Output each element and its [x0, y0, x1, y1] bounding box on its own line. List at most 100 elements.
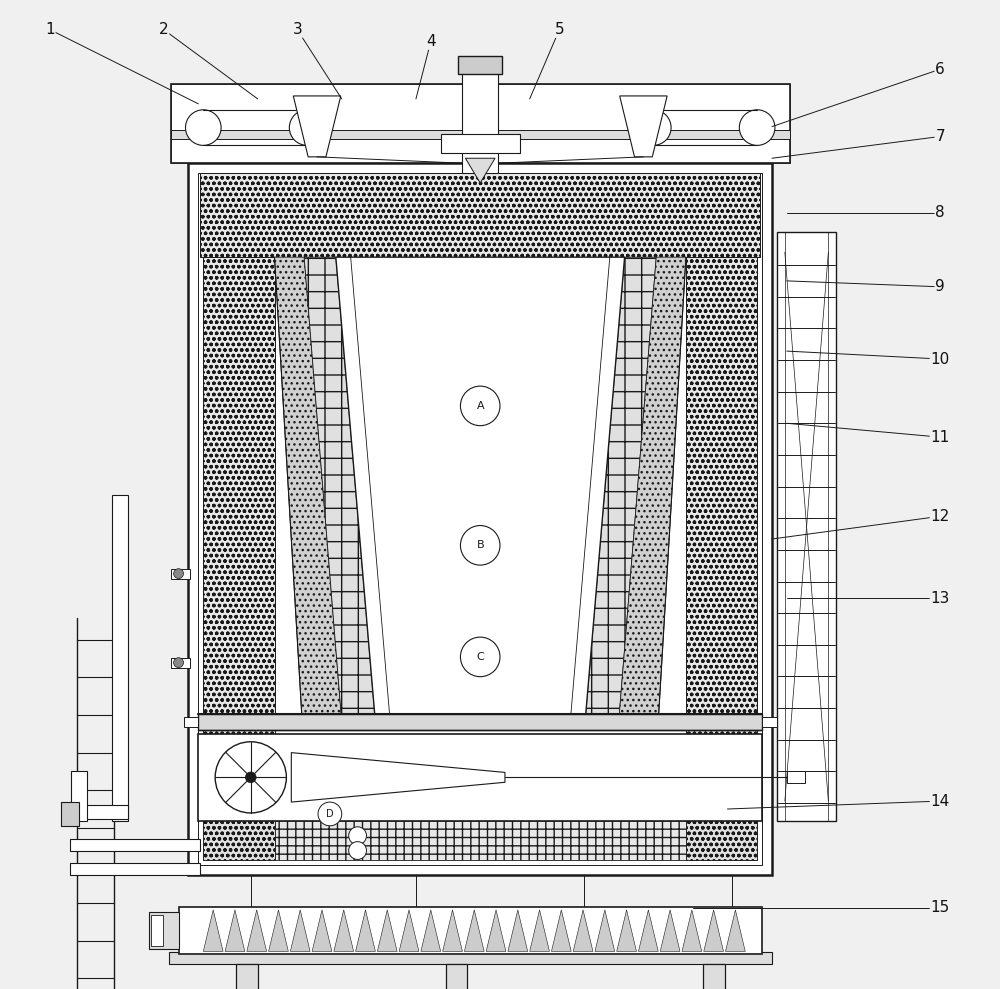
Circle shape — [174, 569, 184, 579]
Polygon shape — [508, 910, 528, 951]
Circle shape — [460, 386, 500, 425]
Bar — [171, 658, 190, 668]
Bar — [179, 907, 762, 954]
Bar — [200, 173, 760, 257]
Bar — [171, 130, 790, 139]
Text: 8: 8 — [935, 205, 945, 221]
Polygon shape — [293, 96, 341, 157]
Polygon shape — [312, 910, 332, 951]
Bar — [71, 771, 87, 821]
Polygon shape — [399, 910, 419, 951]
Bar — [171, 84, 790, 163]
Bar — [70, 839, 200, 851]
Text: 7: 7 — [935, 129, 945, 144]
Bar — [703, 964, 725, 989]
Bar — [198, 173, 762, 865]
Polygon shape — [356, 910, 375, 951]
Polygon shape — [334, 910, 354, 951]
Polygon shape — [290, 910, 310, 951]
Polygon shape — [247, 910, 267, 951]
Polygon shape — [203, 910, 223, 951]
Bar — [198, 734, 762, 821]
Circle shape — [739, 110, 775, 145]
Circle shape — [174, 658, 184, 668]
Polygon shape — [682, 910, 702, 951]
Bar — [71, 805, 128, 819]
Circle shape — [635, 110, 671, 145]
Circle shape — [318, 802, 342, 826]
Bar — [151, 915, 163, 946]
Polygon shape — [617, 910, 636, 951]
Text: A: A — [476, 401, 484, 410]
Polygon shape — [269, 910, 288, 951]
Text: 14: 14 — [930, 793, 950, 809]
Polygon shape — [304, 257, 375, 722]
Bar — [686, 257, 757, 860]
Bar — [236, 964, 258, 989]
Polygon shape — [725, 910, 745, 951]
Circle shape — [349, 842, 366, 859]
Bar — [184, 717, 198, 727]
Bar — [203, 735, 275, 860]
Text: 6: 6 — [935, 61, 945, 77]
Bar — [169, 952, 772, 964]
Bar — [149, 912, 179, 949]
Polygon shape — [620, 96, 667, 157]
Text: B: B — [476, 540, 484, 550]
Bar — [762, 717, 777, 727]
Circle shape — [215, 742, 286, 813]
Circle shape — [460, 525, 500, 565]
Circle shape — [349, 827, 366, 845]
Text: 5: 5 — [555, 22, 564, 38]
Polygon shape — [464, 910, 484, 951]
Polygon shape — [486, 910, 506, 951]
Bar — [785, 232, 828, 821]
Text: D: D — [326, 809, 334, 819]
Polygon shape — [443, 910, 462, 951]
Text: 4: 4 — [426, 34, 436, 49]
Circle shape — [185, 110, 221, 145]
Bar — [777, 232, 836, 821]
Bar — [203, 257, 275, 860]
Bar — [787, 771, 805, 783]
Text: 9: 9 — [935, 279, 945, 295]
Bar — [458, 56, 502, 74]
Circle shape — [289, 110, 325, 145]
Polygon shape — [660, 910, 680, 951]
Bar — [70, 863, 200, 875]
Polygon shape — [638, 910, 658, 951]
Polygon shape — [704, 910, 724, 951]
Polygon shape — [275, 257, 342, 722]
Text: 13: 13 — [930, 590, 950, 606]
Bar — [112, 494, 128, 821]
Text: 3: 3 — [292, 22, 302, 38]
Polygon shape — [377, 910, 397, 951]
Bar — [275, 735, 686, 860]
Bar — [462, 69, 498, 173]
Bar — [61, 802, 79, 826]
Polygon shape — [291, 753, 505, 802]
Circle shape — [460, 637, 500, 676]
Text: 1: 1 — [45, 22, 55, 38]
Polygon shape — [225, 910, 245, 951]
Text: 10: 10 — [930, 351, 950, 367]
Text: C: C — [476, 652, 484, 662]
Text: 2: 2 — [159, 22, 169, 38]
Circle shape — [245, 772, 256, 782]
Bar — [686, 735, 757, 860]
Bar — [198, 714, 762, 730]
Text: 15: 15 — [930, 900, 950, 916]
Polygon shape — [530, 910, 549, 951]
Polygon shape — [465, 158, 495, 183]
Text: 12: 12 — [930, 508, 950, 524]
Polygon shape — [585, 257, 656, 722]
Bar — [171, 569, 190, 579]
Bar — [188, 163, 772, 875]
Bar — [171, 84, 790, 163]
Polygon shape — [595, 910, 615, 951]
Polygon shape — [551, 910, 571, 951]
Bar — [441, 134, 520, 153]
Polygon shape — [619, 257, 686, 722]
Polygon shape — [336, 257, 625, 722]
Polygon shape — [573, 910, 593, 951]
